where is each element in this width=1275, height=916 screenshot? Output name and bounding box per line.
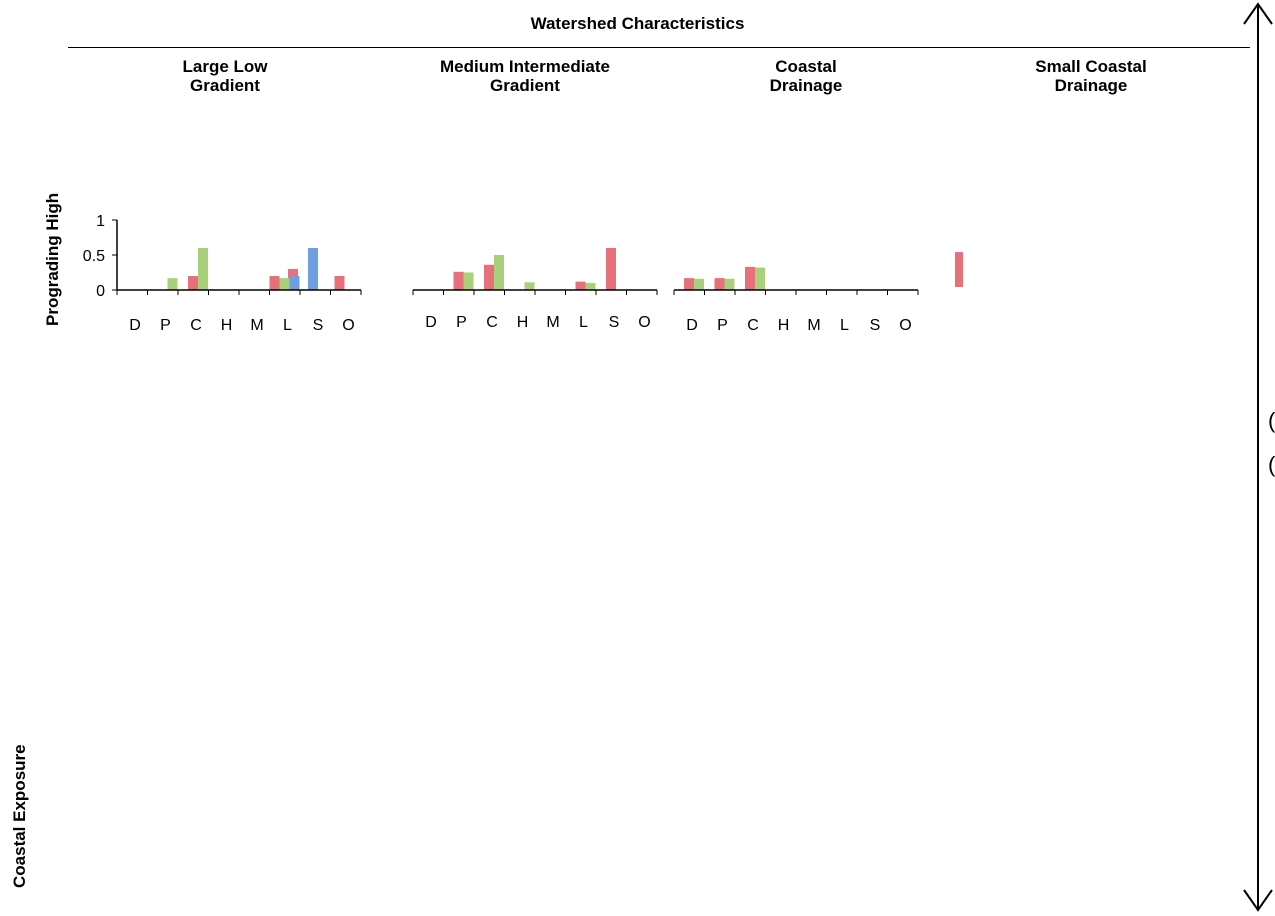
x-tick-label-o: O — [899, 317, 911, 334]
bar-chart-1: D P C H M L S O 1 0.5 0 — [83, 213, 362, 334]
y-tick-label: 1 — [96, 213, 105, 230]
column-header-medium-intermediate-gradient: Medium Intermediate Gradient — [439, 57, 611, 95]
bar-p-red — [714, 278, 725, 290]
bar-c-red — [484, 264, 494, 290]
x-tick-label-h: H — [517, 314, 529, 331]
x-tick-label-s: S — [870, 317, 881, 334]
bar-l-green — [585, 283, 596, 290]
column-header-large-low-gradient: Large Low Gradient — [182, 57, 268, 95]
bar-chart-4 — [955, 252, 963, 287]
vertical-double-arrow — [1243, 2, 1273, 912]
x-tick-label-l: L — [283, 317, 292, 334]
bar-l-green — [279, 278, 290, 290]
x-tick-label-c: C — [486, 314, 498, 331]
bar-d-green — [694, 278, 704, 290]
clipped-glyph-2: ( — [1268, 452, 1275, 477]
x-tick-label-c: C — [747, 317, 759, 334]
clipped-glyph-1: ( — [1268, 408, 1275, 433]
figure-title: Watershed Characteristics — [530, 14, 745, 33]
x-tick-label-p: P — [160, 317, 171, 334]
x-tick-label-h: H — [778, 317, 790, 334]
bar-c-red — [745, 266, 755, 290]
y-tick-label: 0 — [96, 283, 105, 300]
bar-c-green — [494, 255, 504, 290]
x-tick-label-s: S — [609, 314, 620, 331]
bar-d-red — [684, 278, 694, 290]
x-tick-label-d: D — [425, 314, 437, 331]
x-tick-label-o: O — [342, 317, 354, 334]
bar-c-green — [198, 248, 208, 290]
bar-l-blue — [289, 276, 300, 290]
bar-l-red — [575, 281, 586, 290]
x-tick-label-d: D — [129, 317, 141, 334]
x-tick-label-l: L — [579, 314, 588, 331]
bar-h-green — [524, 282, 535, 290]
bar-x-red — [955, 252, 963, 287]
bar-s-red — [606, 248, 616, 290]
bar-s-blue — [308, 248, 318, 290]
column-header-small-coastal-drainage: Small Coastal Drainage — [1035, 57, 1147, 95]
column-header-coastal-drainage: Coastal Drainage — [769, 57, 843, 95]
bar-l-red — [269, 276, 280, 290]
x-tick-label-h: H — [221, 317, 233, 334]
x-tick-label-m: M — [250, 317, 263, 334]
x-tick-label-m: M — [807, 317, 820, 334]
x-tick-label-l: L — [840, 317, 849, 334]
bar-p-red — [453, 271, 464, 290]
bar-c-green — [755, 267, 765, 290]
x-tick-label-m: M — [546, 314, 559, 331]
title-rule — [68, 47, 1250, 48]
x-tick-label-o: O — [638, 314, 650, 331]
x-tick-label-p: P — [456, 314, 467, 331]
x-tick-label-p: P — [717, 317, 728, 334]
bar-p-green — [463, 272, 474, 290]
x-tick-label-s: S — [313, 317, 324, 334]
y-tick-label: 0.5 — [83, 248, 105, 265]
bar-c-red — [188, 276, 198, 290]
bar-o-red — [334, 276, 345, 290]
x-tick-label-d: D — [686, 317, 698, 334]
x-tick-label-c: C — [190, 317, 202, 334]
bar-p-green — [724, 278, 735, 290]
bar-p-green — [167, 278, 178, 290]
